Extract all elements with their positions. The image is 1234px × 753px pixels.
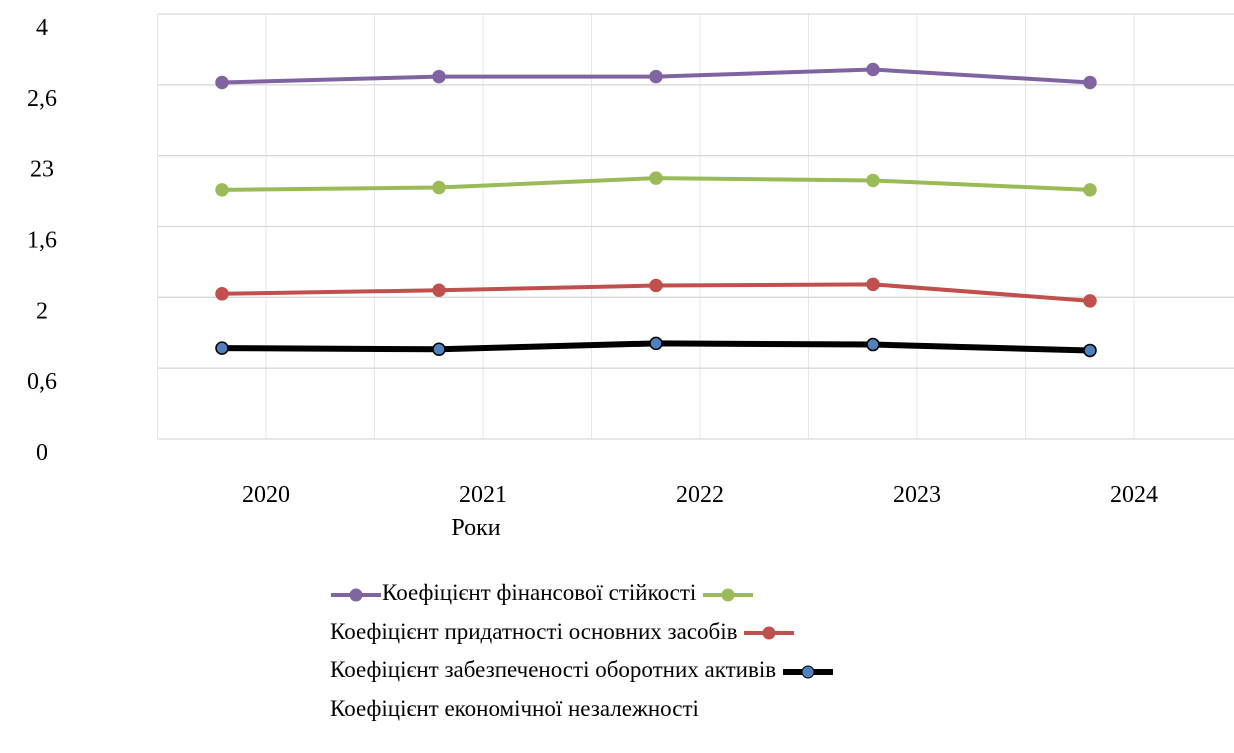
point	[432, 283, 446, 297]
point	[432, 180, 446, 195]
x-tick-label: 2022	[676, 482, 724, 508]
y-tick-label: 4	[36, 15, 48, 41]
x-tick-label: 2023	[893, 482, 941, 508]
point	[215, 287, 229, 301]
legend-swatch	[744, 626, 795, 640]
legend-swatch	[782, 665, 833, 679]
legend-label: Коефіцієнт фінансової стійкості	[382, 580, 697, 605]
point	[432, 342, 446, 357]
x-tick-label: 2020	[242, 482, 290, 508]
y-tick-label: 23	[30, 157, 54, 183]
point	[1083, 294, 1097, 308]
point	[649, 336, 663, 351]
point	[649, 171, 663, 185]
point	[649, 69, 663, 84]
y-tick-label: 2	[36, 298, 48, 324]
legend-marker	[762, 626, 776, 640]
point	[215, 341, 229, 355]
point	[866, 337, 880, 352]
legend-swatch	[331, 588, 381, 602]
chart: Роки 0 0,6 2 1,6 23 2,6 4 2020 2021 2022 2023 2024	[27, 13, 1234, 541]
x-tick-label: 2021	[459, 482, 507, 508]
point	[866, 277, 880, 292]
legend-marker	[801, 665, 815, 679]
point	[215, 75, 229, 90]
point	[649, 278, 663, 293]
legend-marker	[349, 588, 363, 602]
point	[866, 62, 880, 77]
legend-marker	[721, 588, 735, 602]
point	[1083, 183, 1097, 197]
legend-label: Коефіцієнт економічної незалежності	[330, 695, 699, 721]
point	[432, 69, 446, 84]
y-tick-label: 0,6	[27, 369, 57, 395]
point	[1083, 75, 1097, 90]
x-axis-title: Роки	[451, 515, 500, 541]
legend-swatch	[703, 588, 754, 602]
legend-label: Коефіцієнт забезпеченості оборотних акти…	[330, 657, 777, 682]
point	[1083, 343, 1097, 358]
legend-label: Коефіцієнт придатності основних засобів	[330, 618, 738, 644]
y-tick-label: 2,6	[27, 86, 57, 112]
y-tick-label: 1,6	[27, 228, 57, 254]
x-tick-label: 2024	[1110, 482, 1158, 508]
point	[215, 183, 229, 197]
legend: Коефіцієнт фінансової стійкості Коефіціє…	[330, 574, 860, 728]
y-tick-label: 0	[36, 440, 48, 466]
point	[866, 173, 880, 188]
